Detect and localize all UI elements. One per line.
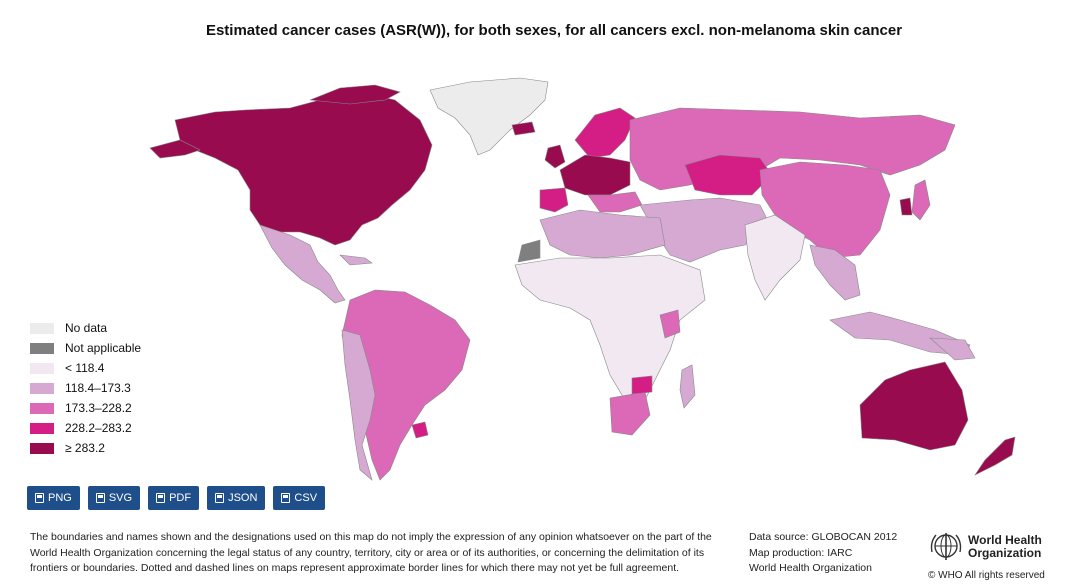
legend-item-bin-2: 118.4–173.3 xyxy=(30,378,141,398)
legend-label: 228.2–283.2 xyxy=(65,421,132,435)
region-india[interactable] xyxy=(744,214,806,301)
button-label: CSV xyxy=(294,492,318,504)
legend-label: < 118.4 xyxy=(65,361,105,375)
region-middle-east[interactable] xyxy=(639,197,771,263)
save-icon xyxy=(281,493,291,503)
button-label: PDF xyxy=(169,492,192,504)
region-mexico[interactable] xyxy=(259,224,346,304)
legend-swatch xyxy=(30,402,54,414)
legend-swatch xyxy=(30,322,54,334)
region-australia[interactable] xyxy=(859,361,969,451)
region-kenya[interactable] xyxy=(659,309,681,339)
region-iceland[interactable] xyxy=(511,121,536,136)
legend-label: 118.4–173.3 xyxy=(65,381,131,395)
legend-label: 173.3–228.2 xyxy=(65,401,132,415)
region-western-sahara[interactable] xyxy=(517,239,541,263)
legend-swatch xyxy=(30,342,54,354)
save-icon xyxy=(35,493,44,503)
region-sub-saharan-africa[interactable] xyxy=(514,254,706,411)
legend-label: No data xyxy=(65,321,108,335)
who-line: Organization xyxy=(968,546,1042,560)
source-line: World Health Organization xyxy=(749,562,872,574)
who-logo: World Health Organization xyxy=(928,530,1042,564)
region-uk[interactable] xyxy=(544,144,566,169)
region-south-africa[interactable] xyxy=(609,391,651,436)
legend-item-bin-1: < 118.4 xyxy=(30,358,141,378)
legend-swatch xyxy=(30,442,54,454)
region-north-africa[interactable] xyxy=(539,209,666,259)
legend-label: Not applicable xyxy=(65,341,142,355)
region-scandinavia[interactable] xyxy=(574,107,636,159)
region-zimbabwe[interactable] xyxy=(631,375,653,395)
button-label: SVG xyxy=(108,492,133,504)
export-png-button[interactable]: PNG xyxy=(27,486,80,510)
region-papua[interactable] xyxy=(929,337,976,361)
legend-item-bin-4: 228.2–283.2 xyxy=(30,418,141,438)
legend-item-bin-3: 173.3–228.2 xyxy=(30,398,141,418)
region-new-zealand[interactable] xyxy=(974,436,1016,476)
legend-swatch xyxy=(30,382,54,394)
legend-swatch xyxy=(30,362,54,374)
export-json-button[interactable]: JSON xyxy=(207,486,266,510)
region-kazakhstan[interactable] xyxy=(684,154,773,196)
who-emblem-icon xyxy=(930,533,962,560)
legend-item-bin-5: ≥ 283.2 xyxy=(30,438,141,458)
region-andes[interactable] xyxy=(341,329,376,481)
region-japan[interactable] xyxy=(911,179,931,221)
region-madagascar[interactable] xyxy=(679,364,696,409)
legend-label: ≥ 283.2 xyxy=(65,441,105,455)
region-uruguay[interactable] xyxy=(411,421,429,439)
copyright-text: © WHO All rights reserved xyxy=(928,570,1045,581)
save-icon xyxy=(156,493,166,503)
disclaimer-text: The boundaries and names shown and the d… xyxy=(30,531,712,574)
legend-item-no-data: No data xyxy=(30,318,141,338)
export-buttons: PNG SVG PDF JSON CSV xyxy=(27,486,326,510)
save-icon xyxy=(95,493,105,503)
region-korea[interactable] xyxy=(899,197,913,216)
region-greenland[interactable] xyxy=(429,77,549,156)
region-iberia[interactable] xyxy=(539,187,569,213)
button-label: PNG xyxy=(48,492,72,504)
source-line: Data source: GLOBOCAN 2012 xyxy=(749,531,898,543)
source-line: Map production: IARC xyxy=(749,546,853,559)
region-caribbean[interactable] xyxy=(339,254,373,266)
legend-item-not-applicable: Not applicable xyxy=(30,338,141,358)
button-label: JSON xyxy=(228,492,258,504)
who-line: World Health xyxy=(968,533,1042,547)
save-icon xyxy=(215,493,225,503)
region-western-europe[interactable] xyxy=(559,154,631,196)
region-southern-europe[interactable] xyxy=(587,191,643,213)
region-alaska[interactable] xyxy=(149,139,201,159)
map-title: Estimated cancer cases (ASR(W)), for bot… xyxy=(205,22,903,39)
map-legend: No data Not applicable < 118.4 118.4–173… xyxy=(30,318,141,458)
data-source: Data source: GLOBOCAN 2012 Map productio… xyxy=(749,530,897,577)
legend-swatch xyxy=(30,422,54,434)
region-se-asia[interactable] xyxy=(809,244,861,301)
export-csv-button[interactable]: CSV xyxy=(273,486,326,510)
export-svg-button[interactable]: SVG xyxy=(87,486,141,510)
region-arctic-islands[interactable] xyxy=(309,84,401,105)
export-pdf-button[interactable]: PDF xyxy=(148,486,200,510)
region-north-america[interactable] xyxy=(174,91,433,246)
